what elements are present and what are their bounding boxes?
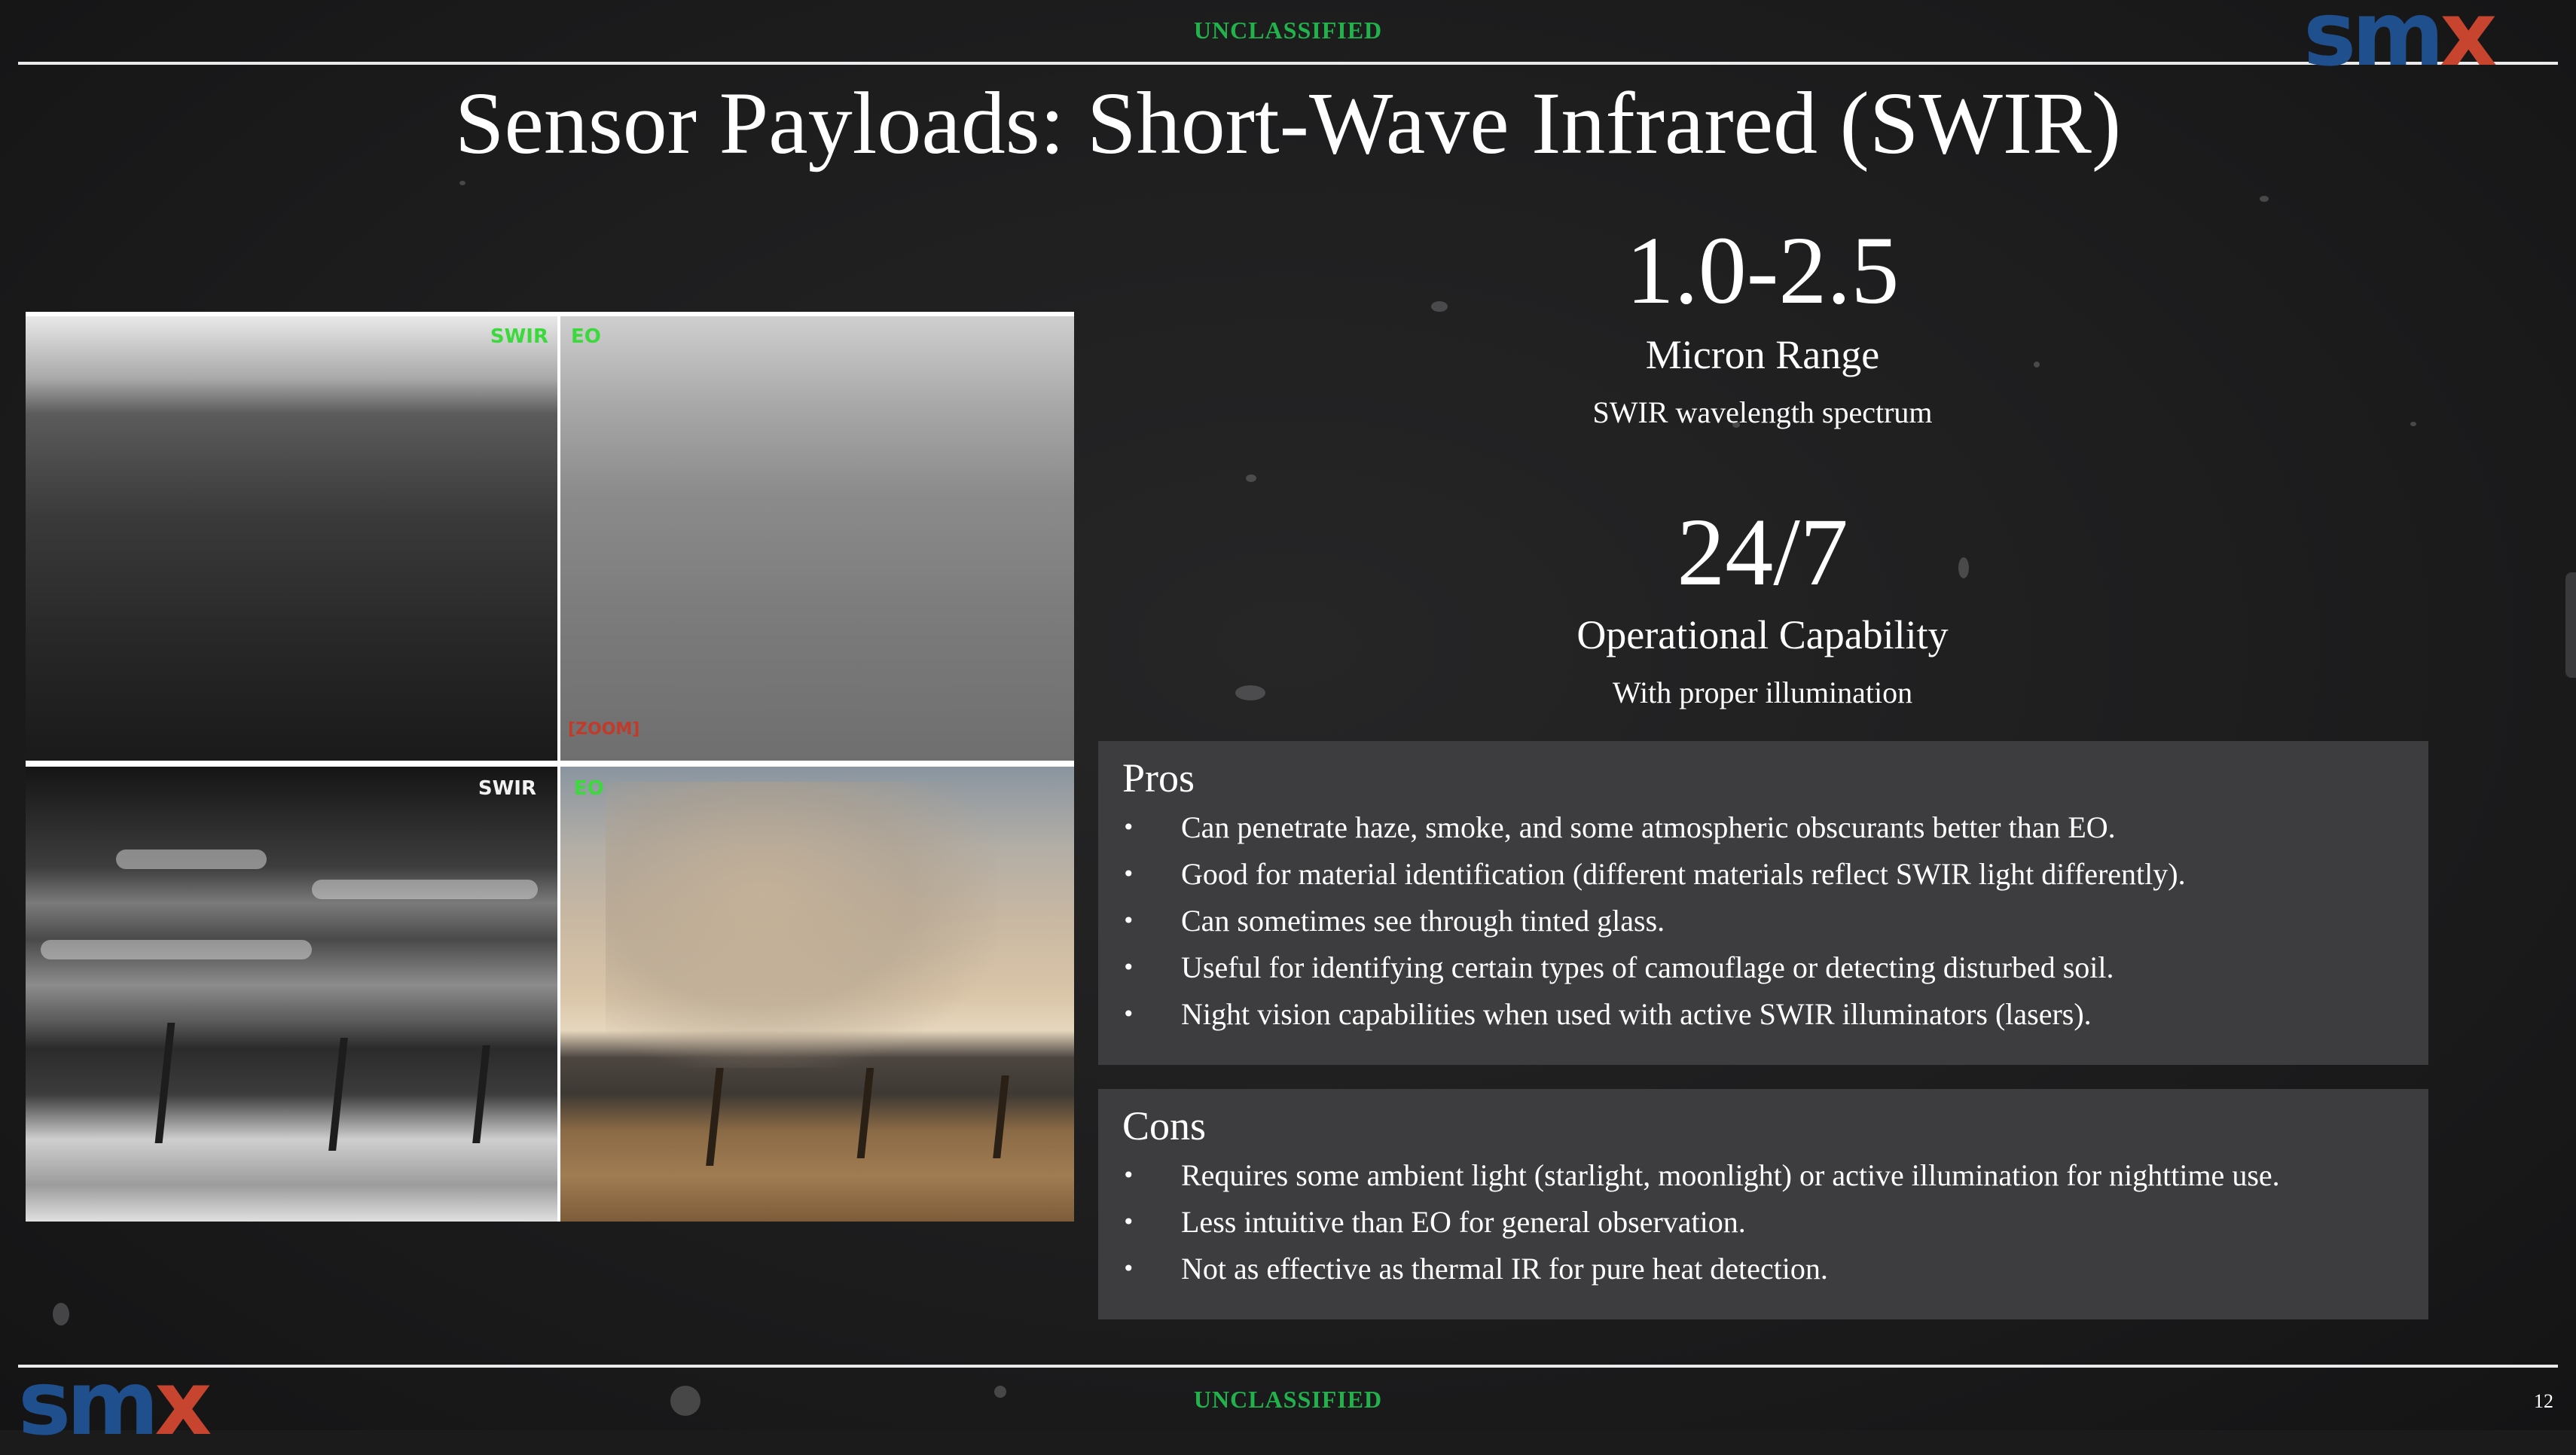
swir-tag-bottom: SWIR	[478, 777, 536, 800]
pros-item: • Useful for identifying certain types of…	[1122, 944, 2428, 991]
speck	[994, 1386, 1006, 1398]
speck	[1246, 474, 1256, 482]
logo-sm: sm	[2303, 0, 2444, 86]
slide-title: Sensor Payloads: Short-Wave Infrared (SW…	[454, 74, 2122, 172]
stat-label-micron: Micron Range	[1645, 332, 1880, 377]
bullet: •	[1122, 1209, 1135, 1234]
speck	[459, 181, 465, 185]
eo-image-top: EO [ZOOM]	[560, 316, 1074, 761]
classification-banner-bottom: UNCLASSIFIED	[1193, 1386, 1383, 1413]
side-scroll-tab[interactable]	[2565, 572, 2576, 678]
swir-image-top: SWIR	[26, 316, 557, 761]
fence-post	[472, 1045, 490, 1143]
cloud	[41, 940, 312, 959]
pros-heading: Pros	[1122, 755, 1195, 801]
fence-post	[154, 1023, 175, 1143]
stat-value-operational: 24/7	[1677, 499, 1848, 605]
pros-list: • Can penetrate haze, smoke, and some atm…	[1122, 804, 2428, 1038]
stat-label-operational: Operational Capability	[1576, 612, 1949, 657]
zoom-tag: [ZOOM]	[568, 720, 640, 739]
speck	[53, 1303, 69, 1325]
speck	[2034, 361, 2040, 368]
pros-item: • Can penetrate haze, smoke, and some atm…	[1122, 804, 2428, 851]
cons-box: Cons • Requires some ambient light (starl…	[1098, 1089, 2428, 1319]
speck	[2260, 196, 2269, 202]
bullet: •	[1122, 1163, 1135, 1188]
cons-item: • Requires some ambient light (starlight,…	[1122, 1152, 2428, 1199]
swir-eo-comparison-imagery: SWIR EO [ZOOM] SWIR EO	[26, 312, 1074, 1222]
cloud	[312, 880, 538, 899]
classification-banner-top: UNCLASSIFIED	[1193, 17, 1383, 44]
fence-post	[328, 1038, 348, 1151]
stat-sub-micron: SWIR wavelength spectrum	[1592, 395, 1933, 429]
swir-image-bottom: SWIR	[26, 767, 557, 1222]
bullet: •	[1122, 1256, 1135, 1281]
footer-rule	[18, 1365, 2558, 1368]
pros-item-text: Night vision capabilities when used with…	[1181, 997, 2092, 1031]
pros-item-text: Can penetrate haze, smoke, and some atmo…	[1181, 810, 2116, 844]
cons-item-text: Less intuitive than EO for general obser…	[1181, 1205, 1746, 1239]
pros-item-text: Good for material identification (differ…	[1181, 857, 2186, 891]
swir-tag-top: SWIR	[490, 325, 548, 348]
stat-value-micron: 1.0-2.5	[1625, 217, 1900, 324]
pros-item-text: Can sometimes see through tinted glass.	[1181, 904, 1665, 938]
speck	[1732, 422, 1740, 428]
fence-post	[706, 1068, 724, 1166]
stat-sub-operational: With proper illumination	[1612, 676, 1913, 709]
bullet: •	[1122, 1002, 1135, 1026]
cons-heading: Cons	[1122, 1103, 1207, 1148]
pros-item-text: Useful for identifying certain types of …	[1181, 950, 2114, 984]
pros-box: Pros • Can penetrate haze, smoke, and som…	[1098, 741, 2428, 1065]
speck	[1235, 685, 1265, 700]
speck	[1958, 557, 1969, 578]
cons-list: • Requires some ambient light (starlight,…	[1122, 1152, 2428, 1292]
header-rule	[18, 62, 2558, 65]
cons-item: • Less intuitive than EO for general obse…	[1122, 1199, 2428, 1246]
fence-post	[993, 1075, 1009, 1158]
speck	[670, 1386, 700, 1416]
bullet: •	[1122, 908, 1135, 933]
logo-x: x	[2440, 0, 2497, 86]
cons-item-text: Not as effective as thermal IR for pure …	[1181, 1252, 1828, 1286]
fence-post	[856, 1068, 874, 1158]
cons-item: • Not as effective as thermal IR for pure…	[1122, 1246, 2428, 1292]
cons-item-text: Requires some ambient light (starlight, …	[1181, 1158, 2280, 1192]
pros-item: • Good for material identification (diffe…	[1122, 851, 2428, 898]
bullet: •	[1122, 815, 1135, 840]
page-number: 12	[2534, 1390, 2553, 1412]
pros-item: • Night vision capabilities when used wit…	[1122, 991, 2428, 1038]
eo-image-bottom: EO	[560, 767, 1074, 1222]
bullet: •	[1122, 955, 1135, 980]
bullet: •	[1122, 862, 1135, 886]
pros-item: • Can sometimes see through tinted glass.	[1122, 898, 2428, 944]
speck	[2410, 422, 2416, 426]
cloud	[116, 850, 267, 869]
eo-tag-bottom: EO	[574, 777, 604, 800]
smx-logo-top: smx	[2303, 0, 2497, 78]
speck	[1431, 301, 1448, 312]
eo-tag-top: EO	[571, 325, 601, 348]
smoke-plume	[606, 782, 997, 1068]
